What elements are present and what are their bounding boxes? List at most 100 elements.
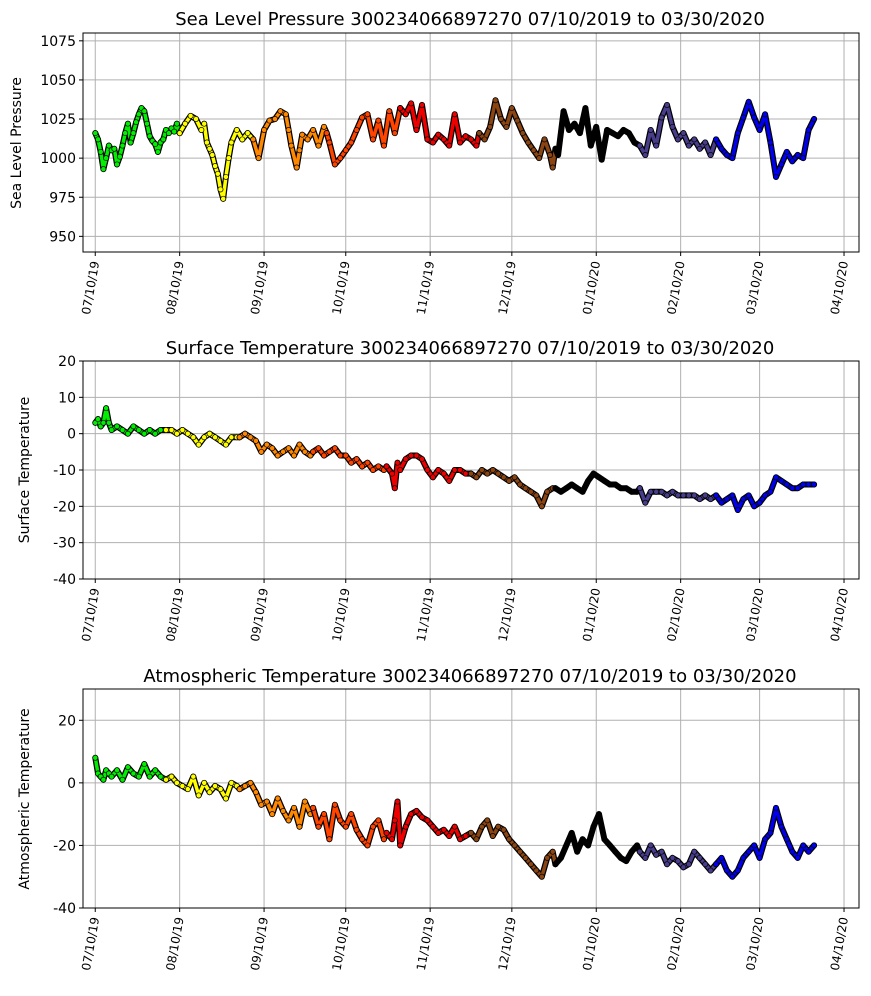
data-point [685, 492, 692, 499]
data-point [195, 441, 202, 448]
data-point [707, 152, 714, 158]
data-point [552, 145, 559, 152]
data-point [413, 808, 420, 814]
data-point [391, 485, 398, 492]
data-point [375, 117, 382, 124]
data-point [604, 127, 611, 133]
data-point [451, 467, 458, 473]
data-point [114, 767, 120, 774]
data-point [473, 474, 480, 481]
x-tick-label: 03/10/20 [743, 587, 766, 643]
data-point [751, 842, 758, 849]
data-point [108, 773, 115, 780]
data-point [424, 817, 431, 824]
data-point [424, 136, 431, 143]
data-point [301, 448, 308, 455]
x-tick-label: 03/10/20 [743, 260, 766, 316]
data-point [446, 833, 453, 839]
data-point [734, 507, 741, 513]
data-point [702, 492, 709, 499]
data-point [242, 783, 248, 789]
data-point [674, 492, 681, 499]
y-axis-label: Atmospheric Temperature [17, 708, 33, 889]
data-point [740, 114, 747, 121]
data-point [557, 488, 564, 495]
data-point [658, 848, 665, 855]
data-point [310, 804, 317, 811]
x-tick-label: 01/10/20 [580, 587, 603, 643]
data-point [462, 133, 469, 140]
data-point [402, 111, 409, 118]
data-point [277, 108, 284, 115]
data-point [130, 130, 137, 137]
data-point [729, 873, 736, 880]
data-point [620, 127, 627, 133]
y-tick-label: 20 [58, 354, 76, 370]
data-point [337, 155, 344, 162]
series-8 [713, 474, 818, 513]
data-point [623, 485, 630, 492]
data-point [462, 833, 469, 839]
data-point [397, 842, 404, 849]
data-point [146, 427, 153, 433]
data-point [596, 474, 602, 481]
series-4 [383, 798, 474, 849]
series-7 [636, 485, 720, 506]
series-1 [163, 427, 243, 448]
grid [83, 360, 859, 580]
data-point [315, 823, 322, 830]
data-point [794, 854, 801, 861]
data-point [568, 829, 575, 836]
data-point [225, 155, 232, 162]
data-point [636, 485, 643, 492]
data-point [364, 111, 371, 118]
data-point [481, 136, 488, 143]
data-point [718, 499, 725, 506]
data-point [476, 130, 483, 137]
data-point [533, 867, 540, 874]
data-point [702, 139, 709, 146]
data-point [348, 139, 355, 146]
data-point [299, 131, 306, 138]
data-point [105, 142, 112, 149]
data-point [696, 496, 703, 503]
data-point [767, 139, 774, 146]
series-line [477, 98, 558, 170]
data-point [623, 858, 630, 865]
series-1 [127, 105, 183, 155]
x-tick-label: 08/10/19 [163, 260, 186, 316]
data-point [729, 492, 736, 499]
data-point [116, 153, 123, 160]
data-point [794, 485, 801, 492]
data-point [440, 470, 447, 477]
data-point [713, 492, 720, 499]
data-point [337, 817, 344, 824]
data-point [596, 811, 602, 818]
data-point [636, 848, 643, 855]
data-point [95, 416, 101, 423]
data-point [141, 761, 148, 768]
data-point [111, 145, 118, 152]
data-point [440, 136, 447, 143]
data-point [514, 117, 521, 124]
data-point [756, 127, 763, 133]
data-point [800, 842, 807, 849]
data-point [135, 111, 142, 118]
data-point [734, 867, 741, 874]
series-5 [468, 467, 559, 510]
data-point [353, 826, 360, 833]
data-point [168, 773, 175, 780]
data-point [296, 441, 303, 448]
series-5 [397, 100, 483, 149]
data-point [745, 848, 752, 855]
x-tick-label: 01/10/20 [580, 916, 603, 972]
x-tick-label: 08/10/19 [163, 916, 186, 972]
data-point [173, 430, 180, 437]
x-tick-label: 04/10/20 [828, 587, 851, 643]
data-point [468, 136, 474, 143]
data-point [236, 786, 243, 793]
data-point [130, 770, 137, 777]
data-point [789, 485, 796, 492]
data-point [571, 120, 578, 127]
data-point [574, 848, 581, 855]
